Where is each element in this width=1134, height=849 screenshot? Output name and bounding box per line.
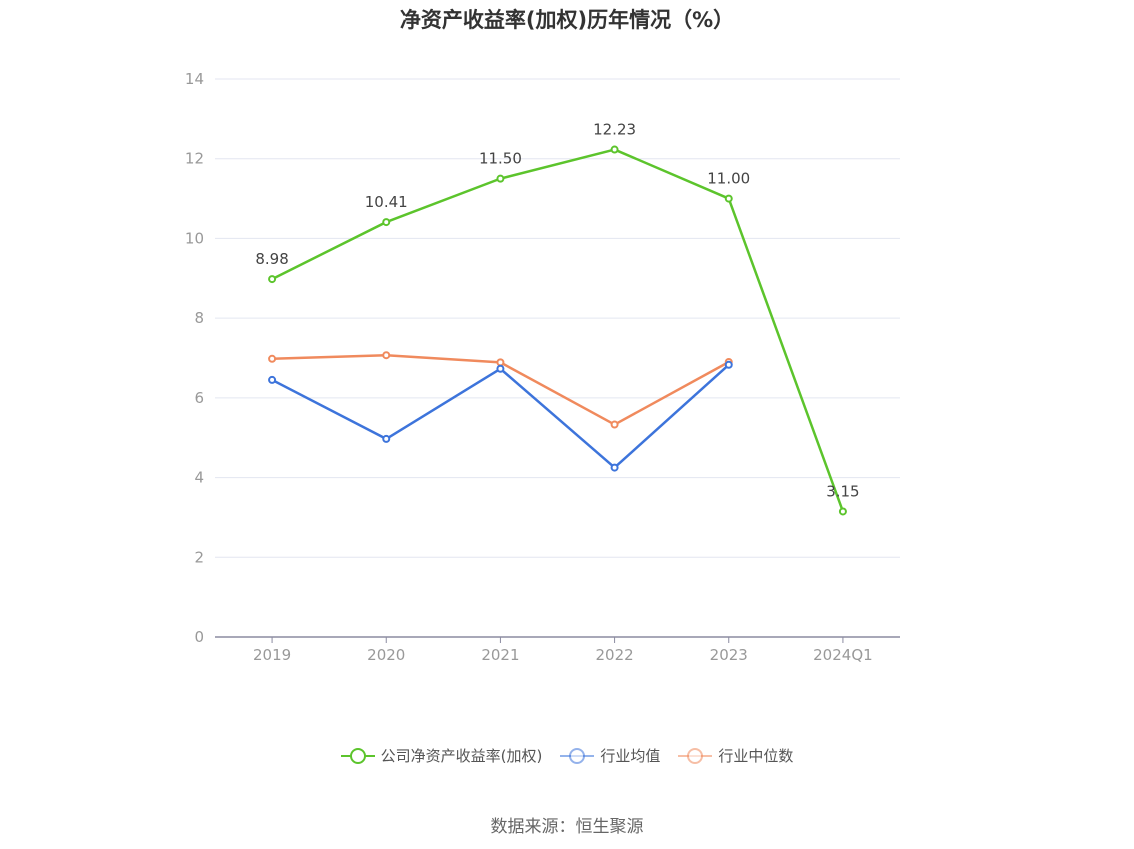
data-point [382,218,391,227]
y-tick-label: 6 [194,389,204,407]
data-point [382,351,391,360]
legend-label: 公司净资产收益率(加权) [380,747,543,765]
legend-marker-icon [340,747,375,764]
x-tick-label: 2023 [710,646,748,664]
data-point [496,358,505,367]
data-point [268,354,277,363]
chart-title: 净资产收益率(加权)历年情况（%） [399,8,735,32]
x-tick-label: 2021 [481,646,519,664]
legend-dot [569,747,586,764]
y-tick-label: 2 [194,548,204,566]
data-label: 11.50 [479,150,522,168]
data-point [268,275,277,284]
data-label: 10.41 [365,193,408,211]
data-point [724,194,733,203]
data-point [610,420,619,429]
legend-dot [687,747,704,764]
legend-dot [349,747,366,764]
legend-item-company-roe[interactable]: 公司净资产收益率(加权) [340,745,543,766]
x-tick-label: 2020 [367,646,405,664]
legend-item-industry-median[interactable]: 行业中位数 [678,745,793,766]
legend-item-industry-average[interactable]: 行业均值 [560,745,660,766]
legend-marker-icon [678,747,713,764]
data-source-note: 数据来源：恒生聚源 [490,817,644,837]
data-label: 8.98 [255,250,288,268]
data-point [724,360,733,369]
data-point [496,174,505,183]
y-tick-label: 14 [185,70,204,88]
data-point [610,463,619,472]
series-line [271,363,730,469]
x-tick-label: 2022 [595,646,633,664]
data-point [610,145,619,154]
data-point [382,434,391,443]
data-point [496,364,505,373]
legend-label: 行业中位数 [718,747,794,765]
data-point [268,375,277,384]
y-tick-label: 10 [185,229,204,247]
data-label: 11.00 [707,170,750,188]
legend-label: 行业均值 [600,747,661,765]
legend-marker-icon [560,747,595,764]
data-label: 12.23 [593,121,636,139]
chart-legend: 公司净资产收益率(加权) 行业均值 行业中位数 [0,745,1134,766]
y-tick-label: 0 [194,628,204,646]
data-label: 3.15 [826,482,859,500]
x-tick-label: 2024Q1 [813,646,873,664]
y-tick-label: 8 [194,309,204,327]
y-tick-label: 12 [185,150,204,168]
series-line [271,148,845,512]
y-tick-label: 4 [194,469,204,487]
x-tick-label: 2019 [253,646,291,664]
data-point [838,507,847,516]
